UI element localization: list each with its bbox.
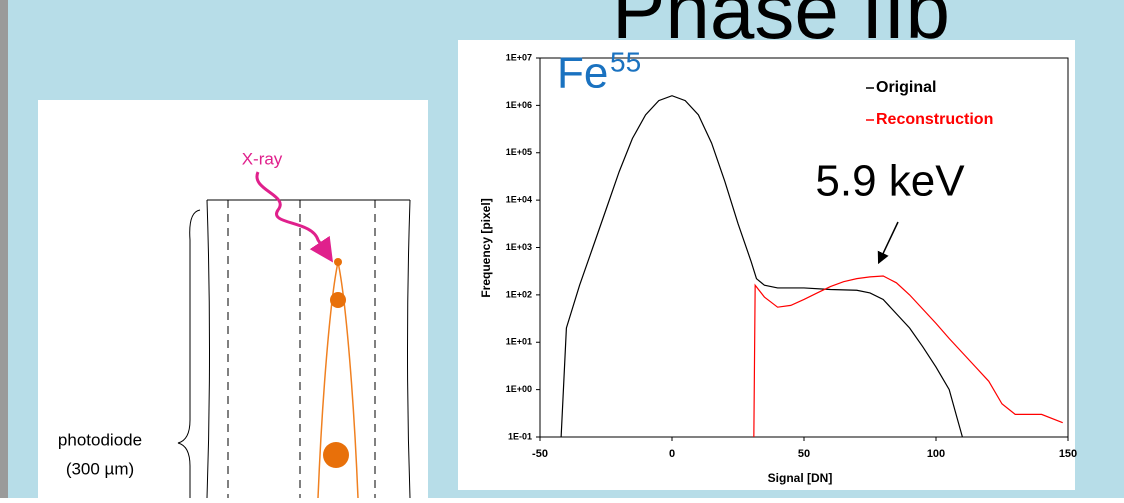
legend-label: Original [876, 79, 936, 96]
xray-arrow [255, 171, 333, 263]
x-axis-label: Signal [DN] [768, 471, 833, 485]
left-border [0, 0, 8, 498]
diagram-panel [38, 100, 428, 498]
peak-arrow [877, 221, 899, 265]
charge-cloud [317, 261, 359, 499]
isotope-label: 55 [610, 46, 641, 77]
brace [177, 209, 201, 498]
diagram: X-ray photodiode (300 µm) [38, 100, 428, 499]
x-tick-label: 150 [1059, 448, 1077, 460]
y-tick-label: 1E+06 [506, 100, 532, 110]
element-label: Fe [557, 49, 608, 98]
legend-label: Reconstruction [876, 111, 993, 128]
data-line [560, 95, 963, 438]
chart: Fe 55 5.9 keV Signal [DN] Frequency [pix… [458, 40, 1077, 490]
y-tick-label: 1E+05 [506, 147, 532, 157]
x-tick-label: 50 [798, 448, 810, 460]
sensor-edge [206, 199, 210, 499]
charge-dot [330, 292, 346, 308]
y-tick-label: 1E+07 [506, 52, 532, 62]
y-tick-label: 1E+01 [506, 337, 532, 347]
y-tick-label: 1E+03 [506, 242, 532, 252]
charge-dot [323, 442, 349, 468]
x-tick-label: 0 [669, 448, 675, 460]
y-tick-label: 1E+00 [506, 384, 532, 394]
y-tick-label: 1E+02 [506, 289, 532, 299]
y-axis-label: Frequency [pixel] [479, 198, 493, 297]
chart-panel [458, 40, 1075, 490]
thickness-label: (300 µm) [66, 459, 134, 478]
y-tick-label: 1E+04 [506, 195, 532, 205]
peak-label: 5.9 keV [815, 157, 965, 206]
x-tick-label: -50 [532, 448, 548, 460]
x-tick-label: 100 [927, 448, 945, 460]
xray-label: X-ray [242, 149, 283, 168]
photodiode-label: photodiode [58, 430, 142, 449]
charge-dot [334, 258, 342, 266]
data-line [753, 275, 1063, 438]
sensor-edge [407, 199, 411, 499]
y-tick-label: 1E-01 [508, 431, 532, 441]
